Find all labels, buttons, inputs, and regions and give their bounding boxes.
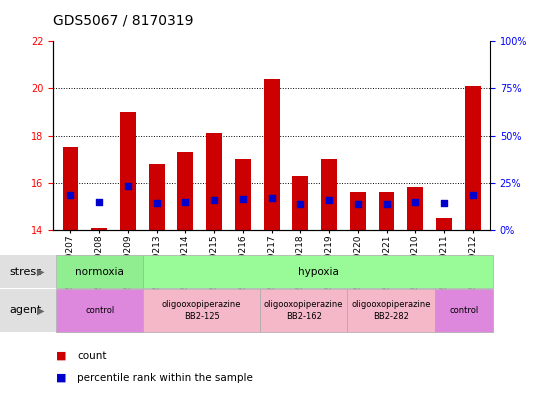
Bar xyxy=(436,218,452,230)
Text: stress: stress xyxy=(10,266,43,277)
Point xyxy=(239,196,248,202)
Text: ▶: ▶ xyxy=(36,305,44,316)
Bar xyxy=(91,228,107,230)
Text: oligooxopiperazine
BB2-125: oligooxopiperazine BB2-125 xyxy=(162,300,241,321)
Bar xyxy=(264,79,279,230)
Point xyxy=(181,198,190,205)
Bar xyxy=(178,152,193,230)
Text: oligooxopiperazine
BB2-162: oligooxopiperazine BB2-162 xyxy=(264,300,343,321)
Text: normoxia: normoxia xyxy=(76,266,124,277)
Point xyxy=(296,201,305,207)
Point xyxy=(468,191,477,198)
Bar xyxy=(350,192,366,230)
Bar xyxy=(235,159,251,230)
Text: ▶: ▶ xyxy=(36,266,44,277)
Text: ■: ■ xyxy=(56,351,67,361)
Point xyxy=(66,191,75,198)
Text: percentile rank within the sample: percentile rank within the sample xyxy=(77,373,253,383)
Point xyxy=(411,198,420,205)
Point xyxy=(267,195,276,201)
Point xyxy=(325,197,334,204)
Point xyxy=(382,201,391,207)
Bar xyxy=(407,187,423,230)
Text: control: control xyxy=(85,306,114,315)
Text: hypoxia: hypoxia xyxy=(298,266,339,277)
Point xyxy=(95,198,104,205)
Text: agent: agent xyxy=(10,305,42,316)
Bar xyxy=(465,86,480,230)
Text: ■: ■ xyxy=(56,373,67,383)
Text: count: count xyxy=(77,351,107,361)
Point xyxy=(209,197,218,204)
Bar xyxy=(63,147,78,230)
Point xyxy=(440,200,449,206)
Text: oligooxopiperazine
BB2-282: oligooxopiperazine BB2-282 xyxy=(351,300,431,321)
Bar xyxy=(379,192,394,230)
Point xyxy=(152,200,161,206)
Bar xyxy=(120,112,136,230)
Point xyxy=(123,183,132,189)
Text: control: control xyxy=(449,306,478,315)
Text: GDS5067 / 8170319: GDS5067 / 8170319 xyxy=(53,14,194,28)
Bar xyxy=(292,176,308,230)
Bar xyxy=(321,159,337,230)
Bar xyxy=(206,133,222,230)
Point xyxy=(353,201,362,207)
Bar xyxy=(149,164,165,230)
